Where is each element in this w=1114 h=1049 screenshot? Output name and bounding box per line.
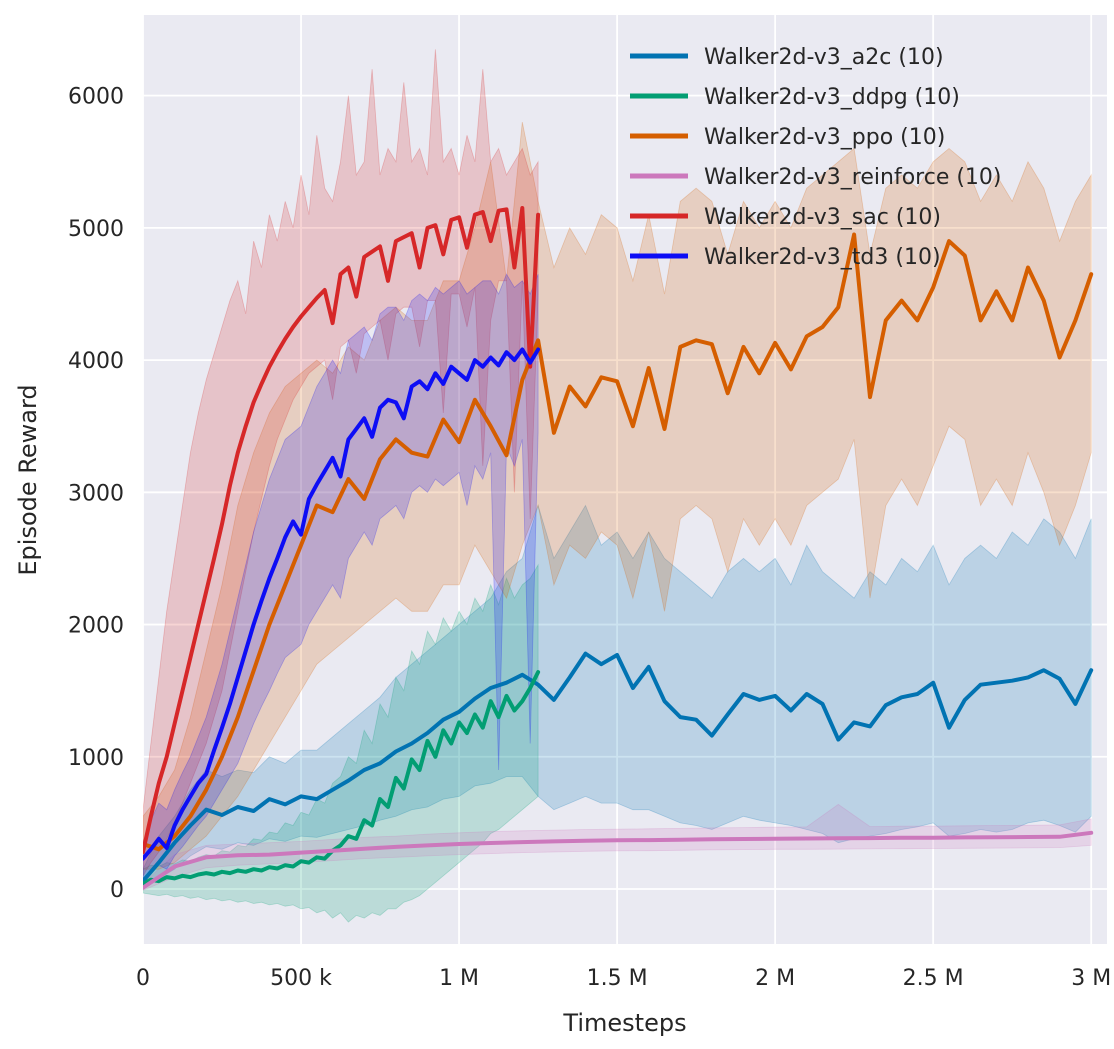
legend-item-ddpg: Walker2d-v3_ddpg (10): [630, 85, 960, 110]
confidence-band-a2c: [143, 504, 1092, 890]
x-tick-label: 2 M: [755, 966, 795, 991]
x-tick-label: 500 k: [270, 966, 332, 991]
x-tick-label: 2.5 M: [903, 966, 964, 991]
legend-item-sac: Walker2d-v3_sac (10): [630, 205, 941, 230]
y-tick-label: 5000: [68, 217, 124, 242]
series-line-reinforce: [143, 830, 1094, 890]
legend-item-td3: Walker2d-v3_td3 (10): [630, 245, 941, 270]
legend-item-a2c: Walker2d-v3_a2c (10): [630, 45, 944, 70]
y-tick-label: 2000: [68, 614, 124, 639]
series-line-ppo: [143, 232, 1094, 852]
y-tick-label: 3000: [68, 481, 124, 506]
legend-label-sac: Walker2d-v3_sac (10): [704, 205, 941, 230]
legend-label-reinforce: Walker2d-v3_reinforce (10): [704, 165, 1002, 190]
confidence-band-ddpg: [143, 563, 539, 923]
plot-background: [143, 15, 1107, 944]
x-tick-label: 1 M: [439, 966, 479, 991]
legend-label-ddpg: Walker2d-v3_ddpg (10): [704, 85, 960, 110]
y-tick-label: 6000: [68, 85, 124, 110]
series-line-a2c: [143, 651, 1094, 884]
legend-item-ppo: Walker2d-v3_ppo (10): [630, 125, 945, 150]
confidence-band-reinforce: [143, 803, 1092, 891]
legend-label-td3: Walker2d-v3_td3 (10): [704, 245, 941, 270]
y-tick-label: 0: [110, 878, 124, 903]
legend-label-ppo: Walker2d-v3_ppo (10): [704, 125, 945, 150]
x-tick-label: 1.5 M: [587, 966, 648, 991]
chart-generated-content: 0 500 k 1 M 1.5 M 2 M 2.5 M 3 M 0 1000 2000 3000 40…: [68, 15, 1111, 991]
series-line-sac: [143, 206, 541, 854]
series-line-ddpg: [143, 670, 541, 886]
y-tick-label: 4000: [68, 349, 124, 374]
series-line-td3: [143, 347, 541, 861]
y-tick-label: 1000: [68, 746, 124, 771]
y-axis-label: Episode Reward: [14, 384, 42, 575]
x-tick-label: 3 M: [1071, 966, 1111, 991]
x-axis-label: Timesteps: [562, 1009, 686, 1037]
legend-label-a2c: Walker2d-v3_a2c (10): [704, 45, 944, 70]
legend-item-reinforce: Walker2d-v3_reinforce (10): [630, 165, 1002, 190]
confidence-band-ppo: [143, 122, 1092, 870]
x-tick-label: 0: [136, 966, 150, 991]
confidence-band-sac: [143, 49, 539, 877]
